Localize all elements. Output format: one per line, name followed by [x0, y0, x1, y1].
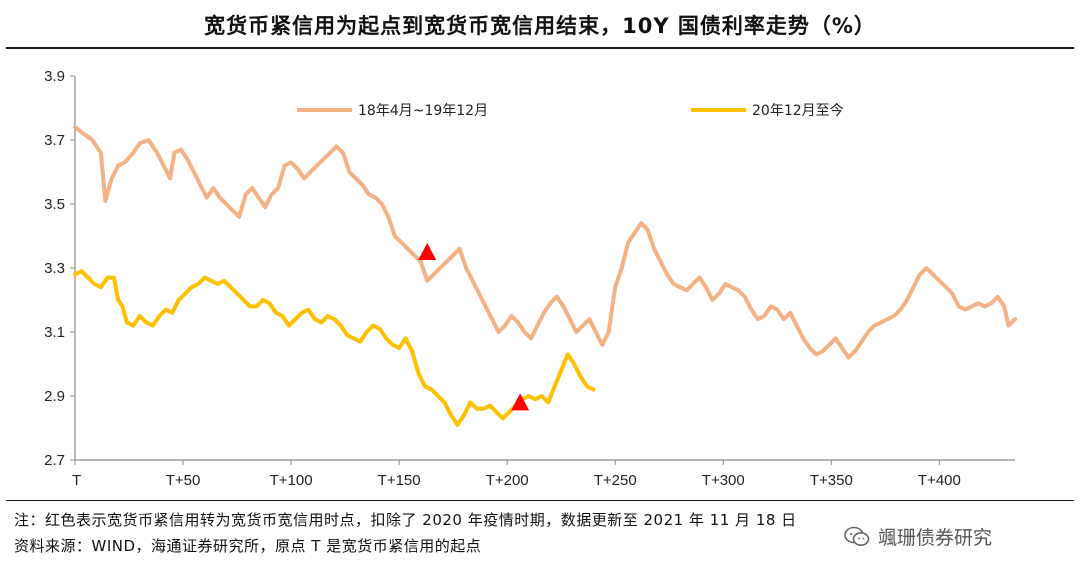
series-line-2 — [73, 269, 596, 427]
tick-labels: 2.7 2.9 3.1 3.3 3.5 3.7 3.9 T T+50 T+100 T+150 T+20… — [44, 68, 961, 489]
chart-title: 宽货币紧信用为起点到宽货币宽信用结束，10Y 国债利率走势（%） — [204, 14, 876, 38]
x-tick-label: T+350 — [810, 472, 853, 489]
y-tick-label: 2.7 — [44, 452, 65, 469]
y-tick-label: 3.3 — [44, 260, 65, 277]
y-tick-label: 3.1 — [44, 324, 65, 341]
event-markers — [418, 243, 530, 411]
line-chart: 2.7 2.9 3.1 3.3 3.5 3.7 3.9 T T+50 T+100 T+150 T+20… — [44, 68, 1017, 489]
watermark: 颯珊债券研究 — [840, 521, 997, 552]
source-note: 资料来源：WIND，海通证券研究所，原点 T 是宽货币紧信用的起点 — [14, 537, 482, 555]
axes — [70, 75, 1015, 465]
footnote: 注：红色表示宽货币紧信用转为宽货币宽信用时点，扣除了 2020 年疫情时期，数据… — [14, 511, 797, 529]
y-tick-label: 3.9 — [44, 68, 65, 85]
y-tick-label: 3.7 — [44, 132, 65, 149]
x-tick-label: T+150 — [378, 472, 421, 489]
x-tick-label: T+50 — [166, 472, 201, 489]
x-tick-label: T+300 — [702, 472, 745, 489]
y-tick-label: 3.5 — [44, 196, 65, 213]
red-triangle-marker-2 — [511, 393, 530, 411]
y-tick-label: 2.9 — [44, 388, 65, 405]
x-tick-label: T+250 — [594, 472, 637, 489]
legend-label-2: 20年12月至今 — [752, 103, 844, 119]
watermark-text: 颯珊债券研究 — [878, 527, 993, 549]
legend-label-1: 18年4月~19年12月 — [358, 103, 488, 119]
x-tick-label: T+100 — [270, 472, 313, 489]
red-triangle-marker-1 — [418, 243, 437, 260]
footer-rule — [6, 500, 1074, 501]
x-tick-label: T+200 — [486, 472, 529, 489]
title-rule — [6, 47, 1074, 49]
wechat-icon — [844, 526, 870, 546]
x-tick-label: T+400 — [918, 472, 961, 489]
legend: 18年4月~19年12月 20年12月至今 — [297, 103, 844, 119]
series-line-1 — [73, 125, 1017, 360]
x-tick-label: T — [72, 472, 81, 489]
series-lines — [73, 125, 1017, 427]
